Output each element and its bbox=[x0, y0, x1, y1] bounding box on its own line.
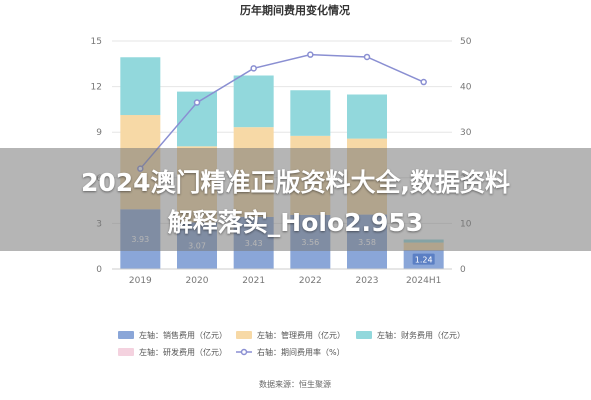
line-point bbox=[363, 53, 371, 61]
data-label-box bbox=[412, 253, 435, 265]
x-tick-label: 2019 bbox=[129, 276, 152, 286]
legend-swatch bbox=[118, 348, 134, 356]
banner-line-1: 2024澳门精准正版资料大全,数据资料 bbox=[80, 168, 511, 197]
watermark-banner bbox=[0, 148, 591, 251]
legend-label: 左轴：研发费用（亿元） bbox=[139, 347, 227, 357]
x-tick-label: 2020 bbox=[186, 276, 209, 286]
y-left-tick-label: 9 bbox=[96, 128, 102, 138]
legend-swatch bbox=[356, 331, 372, 339]
legend: 左轴：销售费用（亿元） 左轴：管理费用（亿元） 左轴：财务费用（亿元） 左轴：研发费用… bbox=[118, 330, 465, 357]
y-left-tick-label: 15 bbox=[91, 37, 102, 47]
legend-label: 右轴：期间费用率（%） bbox=[257, 347, 345, 357]
chart-title: 历年期间费用变化情况 bbox=[240, 3, 350, 17]
y-right-tick-label: 30 bbox=[460, 128, 472, 138]
legend-swatch bbox=[118, 331, 134, 339]
y-left-tick-label: 12 bbox=[91, 83, 102, 93]
y-right-tick-label: 40 bbox=[460, 83, 472, 93]
bar-segment bbox=[120, 57, 161, 116]
x-tick-label: 2022 bbox=[299, 276, 322, 286]
bar-segment bbox=[233, 75, 274, 128]
series-line bbox=[139, 53, 424, 170]
legend-label: 左轴：销售费用（亿元） bbox=[139, 330, 227, 340]
line-point bbox=[307, 51, 314, 58]
bar-segment bbox=[347, 94, 387, 139]
data-source: 数据来源：恒生聚源 bbox=[259, 379, 331, 389]
data-label: 1.24 bbox=[415, 256, 433, 265]
banner-line-2: 解释落实_Holo2.953 bbox=[167, 208, 424, 237]
y-right-tick-label: 0 bbox=[460, 265, 466, 275]
legend-label: 左轴：财务费用（亿元） bbox=[377, 330, 465, 340]
legend-swatch bbox=[236, 331, 252, 339]
x-tick-label: 2024H1 bbox=[406, 276, 441, 286]
legend-label: 左轴：管理费用（亿元） bbox=[257, 330, 345, 340]
bar-segment bbox=[290, 90, 331, 136]
axis-layer: 0369121501020304050201920202021202220232… bbox=[91, 37, 472, 286]
legend-marker bbox=[240, 348, 248, 356]
y-left-tick-label: 0 bbox=[96, 265, 102, 275]
line-point bbox=[420, 78, 427, 86]
y-right-tick-label: 50 bbox=[460, 37, 472, 47]
line-point bbox=[193, 99, 201, 106]
x-tick-label: 2023 bbox=[356, 276, 379, 286]
x-tick-label: 2021 bbox=[242, 276, 265, 286]
line-point bbox=[250, 65, 257, 72]
